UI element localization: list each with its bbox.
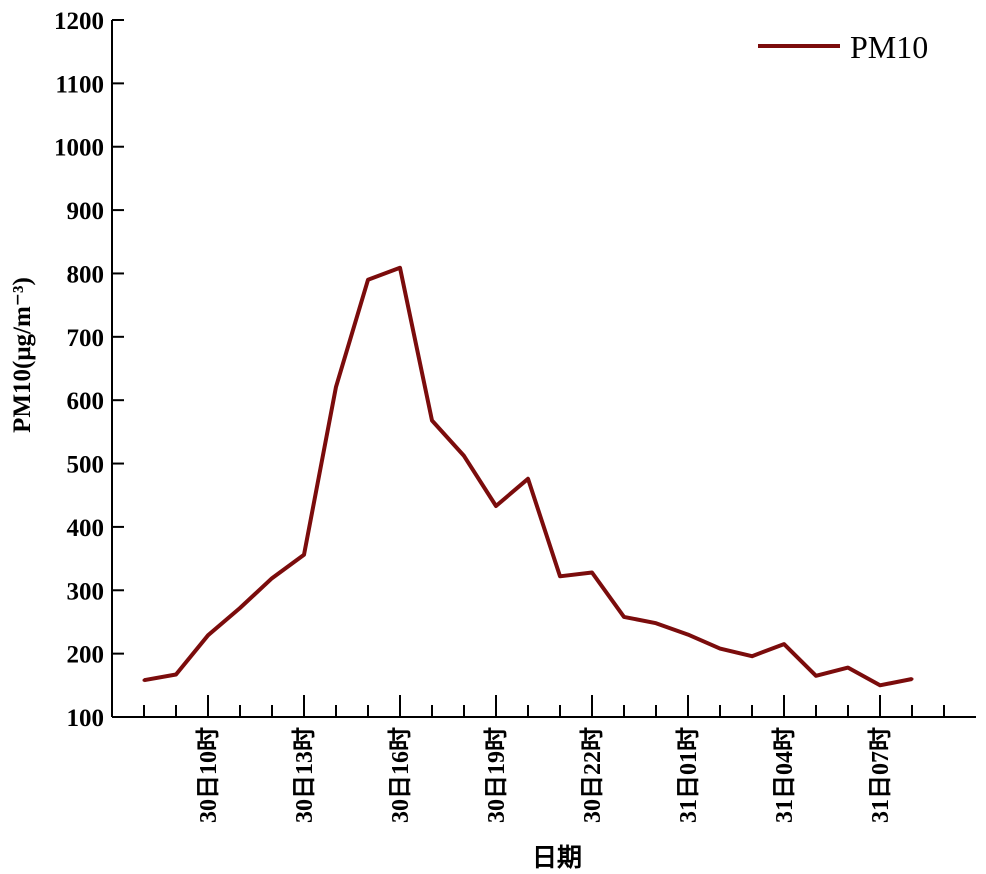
y-tick-label: 500 bbox=[67, 452, 105, 479]
data-point bbox=[462, 454, 466, 458]
series-group bbox=[142, 265, 914, 688]
data-point bbox=[878, 683, 882, 687]
x-axis-ticks: 30日10时 30日13时 30日16时 30日19时 30日22时 31日01时 31日0… bbox=[143, 695, 945, 823]
y-tick-label: 100 bbox=[67, 705, 105, 732]
y-tick-label: 300 bbox=[67, 578, 105, 605]
data-point bbox=[302, 553, 306, 557]
x-tick-label: 31日01时 bbox=[675, 727, 702, 823]
x-axis-title: 日期 bbox=[532, 844, 582, 872]
y-axis-ticks: 100 200 300 400 500 600 700 800 900 1000 1100 1200 bbox=[54, 8, 124, 732]
y-tick-label: 700 bbox=[67, 325, 105, 352]
y-tick-label: 1200 bbox=[54, 8, 104, 35]
x-tick-label: 30日16时 bbox=[387, 727, 414, 823]
data-point bbox=[558, 574, 562, 578]
data-point bbox=[718, 647, 722, 651]
data-point bbox=[238, 606, 242, 610]
axes bbox=[111, 20, 976, 718]
data-point bbox=[846, 666, 850, 670]
y-tick-label: 600 bbox=[67, 388, 105, 415]
data-point bbox=[590, 571, 594, 575]
data-point bbox=[366, 278, 370, 282]
y-axis-title: PM10(μg/m⁻³) bbox=[9, 277, 36, 433]
x-tick-label: 31日04时 bbox=[771, 727, 798, 823]
data-point bbox=[398, 266, 402, 270]
x-tick-label: 31日07时 bbox=[867, 727, 894, 823]
x-tick-label: 30日22时 bbox=[579, 727, 606, 823]
legend-label-pm10: PM10 bbox=[850, 29, 928, 65]
data-point bbox=[142, 678, 146, 682]
x-tick-label: 30日10时 bbox=[195, 727, 222, 823]
data-point bbox=[334, 385, 338, 389]
data-point bbox=[622, 615, 626, 619]
data-point bbox=[174, 673, 178, 677]
y-tick-label: 1100 bbox=[55, 71, 104, 98]
y-tick-label: 900 bbox=[67, 198, 105, 225]
series-line-pm10 bbox=[143, 265, 913, 688]
legend: PM10 bbox=[758, 29, 928, 65]
x-tick-label: 30日13时 bbox=[291, 727, 318, 823]
data-point bbox=[270, 576, 274, 580]
data-point bbox=[526, 477, 530, 481]
data-point bbox=[782, 642, 786, 646]
y-tick-label: 400 bbox=[67, 515, 105, 542]
x-tick-label: 30日19时 bbox=[483, 727, 510, 823]
data-point bbox=[430, 418, 434, 422]
data-point bbox=[910, 677, 914, 681]
y-tick-label: 1000 bbox=[54, 135, 104, 162]
data-point bbox=[750, 654, 754, 658]
y-tick-label: 800 bbox=[67, 261, 105, 288]
data-point bbox=[654, 621, 658, 625]
data-point bbox=[814, 674, 818, 678]
data-point bbox=[686, 633, 690, 637]
data-point bbox=[206, 633, 210, 637]
data-point bbox=[494, 504, 498, 508]
y-tick-label: 200 bbox=[67, 642, 105, 669]
